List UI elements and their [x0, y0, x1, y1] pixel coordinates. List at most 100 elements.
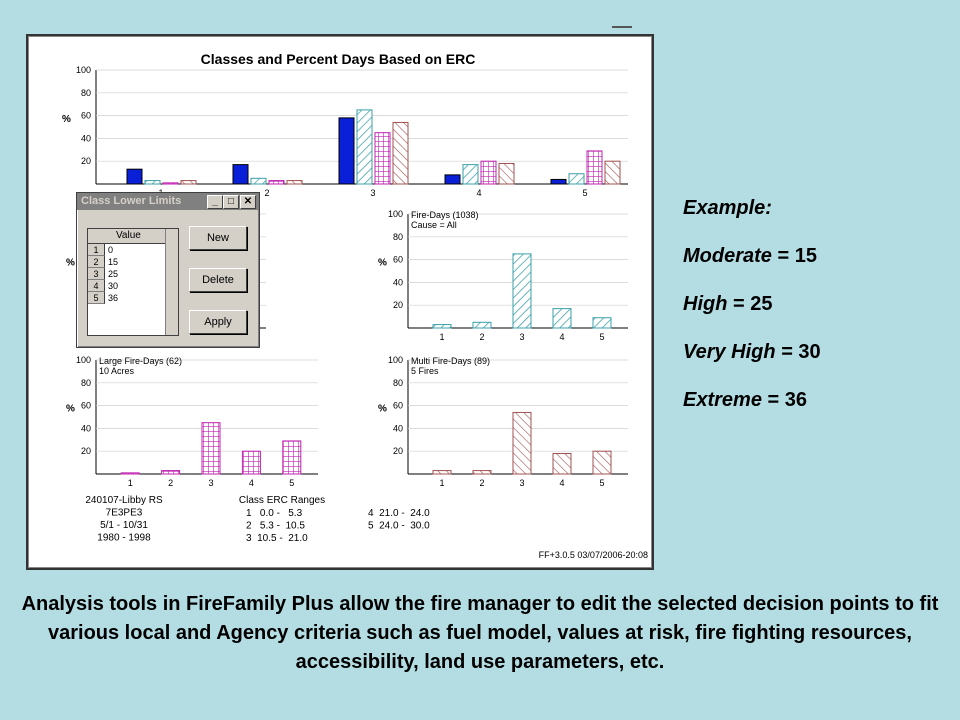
bar [286, 180, 303, 185]
y-tick-label: 100 [388, 355, 403, 365]
delete-button[interactable]: Delete [189, 268, 247, 292]
y-axis-label: % [378, 257, 387, 268]
range-row: 2 5.3 - 10.5 [246, 521, 305, 532]
bar [250, 177, 267, 185]
row-value[interactable]: 30 [108, 281, 119, 291]
apply-button[interactable]: Apply [189, 310, 247, 334]
row-value[interactable]: 0 [108, 245, 114, 255]
example-item: Very High = 30 [683, 328, 821, 376]
example-value: = 36 [767, 389, 807, 411]
y-tick-label: 80 [393, 232, 403, 242]
panel-chart: 20 40 60 80 100 1 2 3 4 5% Fire-Days (1038)Cause =… [378, 209, 628, 342]
row-number: 3 [88, 268, 105, 280]
range-row: 3 10.5 - 21.0 [246, 533, 308, 544]
bar [162, 182, 179, 185]
grid-row[interactable]: 5 36 [88, 292, 178, 304]
example-label: High [683, 293, 728, 315]
bar [126, 168, 143, 185]
grid-scrollbar[interactable] [165, 229, 178, 335]
x-tick-label: 4 [249, 478, 254, 488]
bar [268, 180, 285, 185]
bar [374, 132, 391, 185]
bar [552, 452, 572, 475]
maximize-button[interactable]: □ [223, 195, 239, 209]
x-tick-label: 3 [519, 332, 524, 342]
charts-canvas: Classes and Percent Days Based on ERC 20… [62, 51, 648, 560]
erc-ranges: 1 0.0 - 5.3 2 5.3 - 10.53 10.5 - 21.0 4 21… [246, 508, 430, 544]
dialog-titlebar: Class Lower Limits _ □ ✕ [77, 193, 259, 210]
bar [552, 308, 572, 329]
bar [432, 324, 452, 329]
x-tick-label: 5 [599, 478, 604, 488]
x-tick-label: 5 [289, 478, 294, 488]
firefamily-chart-window: Classes and Percent Days Based on ERC 20… [26, 34, 654, 570]
y-tick-label: 80 [81, 378, 91, 388]
y-axis-label: % [66, 403, 75, 414]
dialog-title: Class Lower Limits [81, 195, 182, 207]
panel-label: Large Fire-Days (62) [99, 356, 182, 366]
panel-label: Multi Fire-Days (89) [411, 356, 490, 366]
bar [472, 321, 492, 329]
new-button[interactable]: New [189, 226, 247, 250]
x-tick-label: 1 [439, 332, 444, 342]
station-line: 240107-Libby RS [85, 495, 163, 506]
example-heading: Example: [683, 197, 772, 219]
y-tick-label: 100 [76, 65, 91, 75]
x-tick-label: 1 [439, 478, 444, 488]
bar [161, 470, 181, 475]
example-value: = 15 [777, 245, 817, 267]
y-tick-label: 20 [81, 446, 91, 456]
station-line: 5/1 - 10/31 [100, 520, 148, 531]
y-tick-label: 100 [388, 209, 403, 219]
row-value[interactable]: 36 [108, 293, 119, 303]
x-tick-label: 2 [168, 478, 173, 488]
bar [550, 178, 567, 185]
bar [480, 160, 497, 185]
x-tick-label: 3 [208, 478, 213, 488]
y-tick-label: 40 [393, 277, 403, 287]
row-value[interactable]: 25 [108, 269, 119, 279]
bar [432, 470, 452, 475]
ranges-title: Class ERC Ranges [239, 495, 325, 506]
bar [568, 173, 585, 185]
slide-caption: Analysis tools in FireFamily Plus allow … [21, 593, 939, 673]
y-tick-label: 20 [81, 156, 91, 166]
bar [512, 253, 532, 329]
bar [144, 180, 161, 185]
row-value[interactable]: 15 [108, 257, 119, 267]
minimize-button[interactable]: _ [207, 195, 223, 209]
y-axis-label: % [378, 403, 387, 414]
close-button[interactable]: ✕ [240, 195, 256, 209]
y-tick-label: 20 [393, 446, 403, 456]
grid-row[interactable]: 4 30 [88, 280, 178, 292]
station-line: 1980 - 1998 [97, 533, 151, 544]
panel-sublabel: Cause = All [411, 220, 457, 230]
example-value: = 30 [781, 341, 821, 363]
x-tick-label: 4 [559, 332, 564, 342]
grid-row[interactable]: 3 25 [88, 268, 178, 280]
example-label: Extreme [683, 389, 762, 411]
main-chart-title: Classes and Percent Days Based on ERC [201, 51, 476, 67]
x-tick-label: 3 [370, 188, 375, 198]
bar [180, 180, 197, 185]
bar [338, 117, 355, 185]
bar [586, 150, 603, 185]
example-item: Moderate = 15 [683, 232, 821, 280]
grid-row[interactable]: 2 15 [88, 256, 178, 268]
bar [592, 450, 612, 475]
y-axis-label: % [62, 114, 71, 125]
x-tick-label: 3 [519, 478, 524, 488]
example-value: = 25 [733, 293, 773, 315]
panel-chart: 20 40 60 80 100 1 2 3 4 5% Large Fire-Days (62)10 … [66, 355, 318, 488]
panel-chart: 20 40 60 80 100 1 2 3 4 5% Multi Fire-Days (89)5 F… [378, 355, 628, 488]
panel-label: Fire-Days (1038) [411, 210, 479, 220]
example-item: High = 25 [683, 280, 821, 328]
y-tick-label: 60 [81, 401, 91, 411]
y-tick-label: 20 [393, 300, 403, 310]
x-tick-label: 5 [599, 332, 604, 342]
